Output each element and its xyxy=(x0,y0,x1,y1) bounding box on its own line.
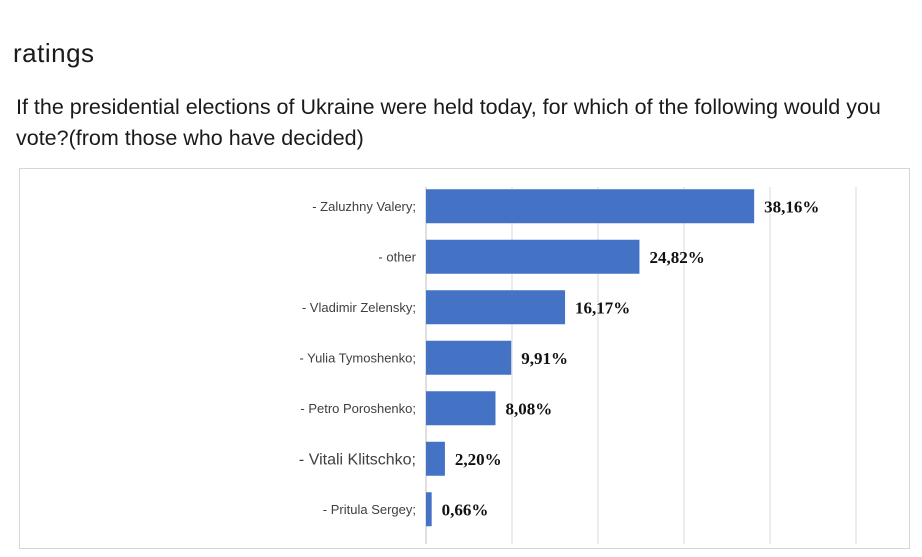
category-label: - Petro Poroshenko; xyxy=(300,401,416,416)
chart-area: - Zaluzhny Valery; 38,16% - other 24,82% - V… xyxy=(19,168,910,549)
value-label: 8,08% xyxy=(505,399,552,418)
category-label: - Vitali Klitschko; xyxy=(299,451,416,468)
value-label: 16,17% xyxy=(575,298,630,317)
category-label: - Pritula Sergey; xyxy=(323,502,416,517)
bar xyxy=(426,441,445,476)
bar xyxy=(426,290,566,325)
category-label: - Vladimir Zelensky; xyxy=(302,300,416,315)
category-label: - Yulia Tymoshenko; xyxy=(299,350,416,365)
value-label: 2,20% xyxy=(455,450,502,469)
bar xyxy=(426,492,432,527)
value-label: 24,82% xyxy=(649,248,704,267)
category-label: - Zaluzhny Valery; xyxy=(312,199,416,214)
bar xyxy=(426,189,755,224)
bar xyxy=(426,391,496,426)
bar xyxy=(426,340,512,375)
survey-question: If the presidential elections of Ukraine… xyxy=(16,95,881,150)
category-label: - other xyxy=(378,249,416,264)
bar xyxy=(426,239,640,274)
value-label: 9,91% xyxy=(521,349,568,368)
value-label: 0,66% xyxy=(442,500,489,519)
value-label: 38,16% xyxy=(764,197,819,216)
chart-heading: ratings xyxy=(13,38,95,68)
bar-chart: - Zaluzhny Valery; 38,16% - other 24,82% - V… xyxy=(299,187,857,544)
